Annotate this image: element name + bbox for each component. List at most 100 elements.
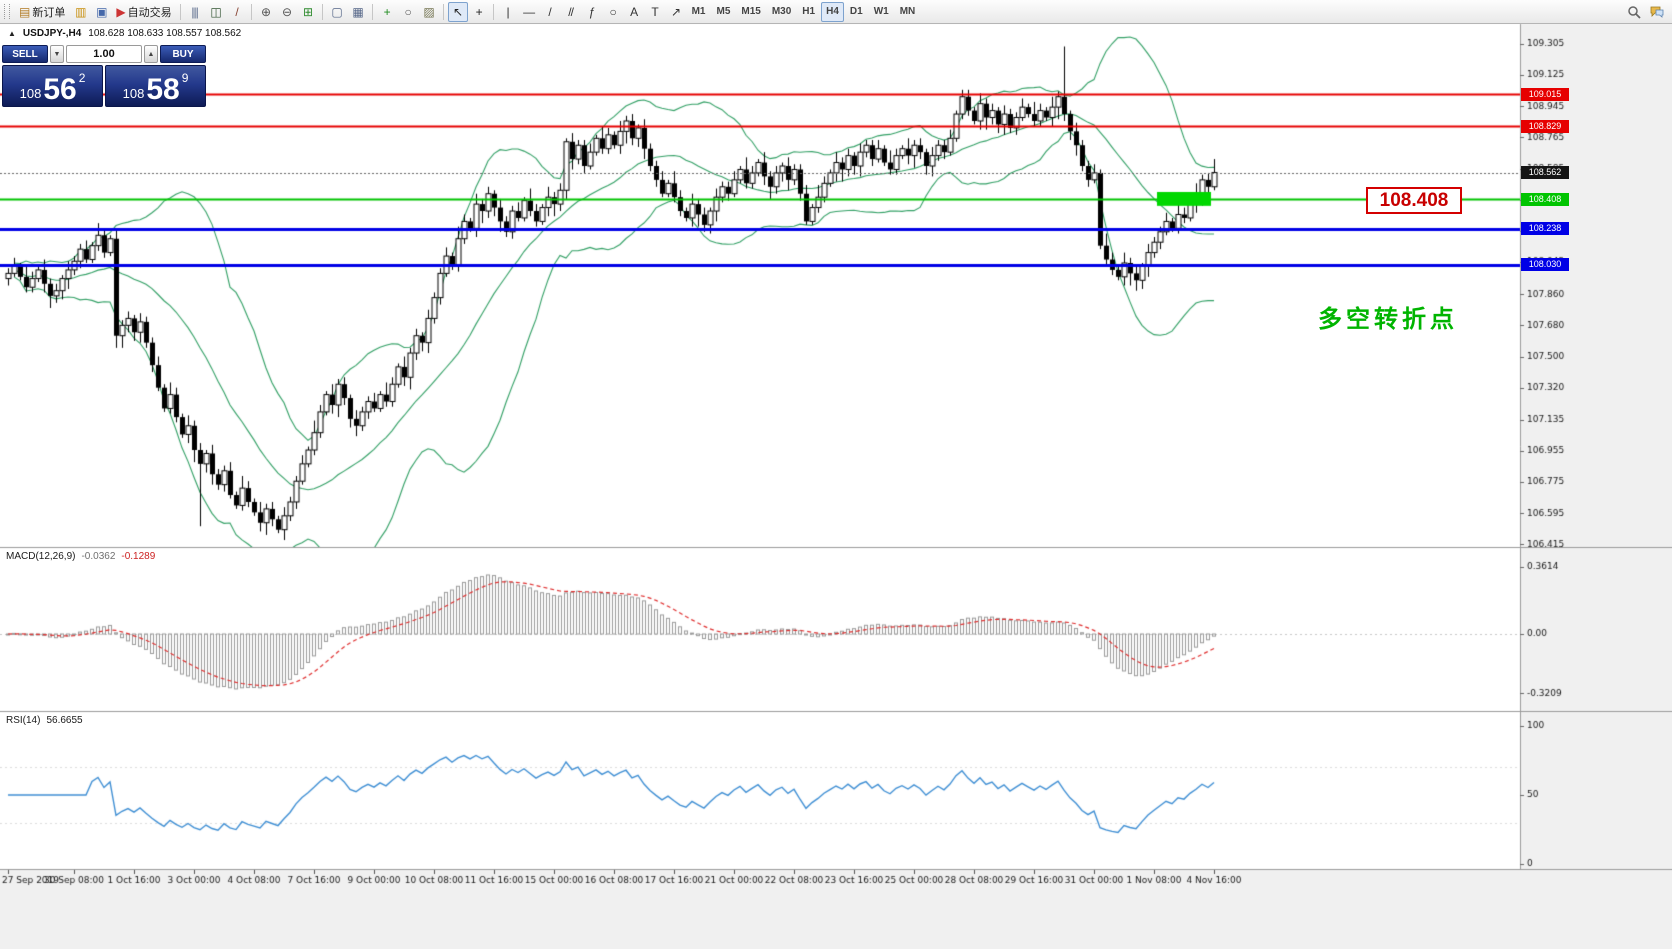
chat-icon: [1650, 6, 1664, 18]
timeframe-d1-button[interactable]: D1: [845, 2, 868, 22]
toolbar-grip[interactable]: [4, 4, 10, 19]
turning-point-annotation: 多空转折点: [1318, 306, 1458, 333]
autotrade-button-label: 自动交易: [127, 6, 172, 19]
arrows-button[interactable]: ↗: [666, 2, 686, 22]
sell-price-panel[interactable]: 108 56 2: [2, 65, 103, 107]
crosshair-button[interactable]: +: [469, 2, 489, 22]
volume-decrease-button[interactable]: ▼: [50, 45, 64, 63]
candlestick-type-icon: ◫: [210, 4, 221, 19]
vertical-line-icon: |: [506, 4, 510, 19]
cascade-windows-button[interactable]: ▢: [327, 2, 347, 22]
fibonacci-icon: ƒ: [588, 4, 596, 19]
new-chart-icon: ▥: [75, 4, 86, 19]
zoom-in-button[interactable]: ⊕: [256, 2, 276, 22]
tile-windows-button[interactable]: ⊞: [298, 2, 318, 22]
arrange-windows-icon: ▦: [352, 4, 363, 19]
rsi-value: 56.6655: [46, 715, 83, 726]
search-icon: [1628, 5, 1641, 19]
toolbar-separator: [321, 3, 323, 20]
triangle-up-icon: ▲: [147, 50, 155, 58]
vertical-line-button[interactable]: |: [498, 2, 518, 22]
chart-info-bar: ▲ USDJPY-,H4 108.628 108.633 108.557 108…: [8, 28, 241, 39]
autotrade-button[interactable]: ▶ 自动交易: [112, 2, 175, 22]
fibonacci-button[interactable]: ƒ: [582, 2, 602, 22]
main-toolbar: ▤ 新订单 ▥ ▣ ▶ 自动交易 ||| ◫ / ⊕ ⊖ ⊞ ▢ ▦ + ○ ▨ ↖ + | — ///ƒ ○ A T ↗ M1 M…: [0, 0, 1672, 24]
rsi-label: RSI(14): [6, 715, 41, 726]
arrow-object-icon: ↗: [671, 4, 681, 19]
horizontal-line-icon: —: [523, 4, 535, 19]
panel-toggle-icon[interactable]: ▲: [8, 29, 16, 38]
cascade-windows-icon: ▢: [331, 4, 342, 19]
chart-profiles-icon: ▣: [96, 4, 107, 19]
toolbar-separator: [371, 3, 373, 20]
crosshair-icon: +: [475, 4, 483, 19]
profiles-button[interactable]: ▣: [91, 2, 111, 22]
autotrade-play-icon: ▶: [116, 4, 125, 19]
text-icon: A: [630, 4, 638, 19]
timeframe-m30-button[interactable]: M30: [767, 2, 796, 22]
macd-signal-value: -0.1289: [121, 551, 156, 562]
sell-price-pips: 56: [43, 73, 77, 106]
zoom-in-icon: ⊕: [261, 4, 271, 19]
buy-price-base: 108: [122, 86, 145, 101]
volume-increase-button[interactable]: ▲: [144, 45, 158, 63]
timeframe-m1-button[interactable]: M1: [687, 2, 711, 22]
arrange-windows-button[interactable]: ▦: [348, 2, 368, 22]
toolbar-separator: [442, 3, 444, 20]
chat-button[interactable]: [1646, 2, 1668, 22]
buy-price-panel[interactable]: 108 58 9: [105, 65, 206, 107]
zoom-out-button[interactable]: ⊖: [277, 2, 297, 22]
sell-button[interactable]: SELL: [2, 45, 48, 63]
bar-chart-type-icon: |||: [191, 4, 198, 19]
new-order-button[interactable]: ▤ 新订单: [15, 2, 69, 22]
templates-button[interactable]: ▨: [419, 2, 439, 22]
sell-price-base: 108: [19, 86, 42, 101]
timeframe-h4-button[interactable]: H4: [821, 1, 844, 22]
macd-main-value: -0.0362: [81, 551, 116, 562]
macd-label: MACD(12,26,9): [6, 551, 76, 562]
sell-price-pipette: 2: [78, 71, 86, 85]
buy-button[interactable]: BUY: [160, 45, 206, 63]
triangle-down-icon: ▼: [53, 50, 61, 58]
add-indicator-icon: +: [383, 4, 391, 19]
timeframe-m15-button[interactable]: M15: [736, 2, 765, 22]
chart-ohlc-values: 108.628 108.633 108.557 108.562: [88, 28, 242, 39]
rsi-panel-title: RSI(14) 56.6655: [6, 715, 83, 726]
toolbar-separator: [250, 3, 252, 20]
timeframe-m5-button[interactable]: M5: [711, 2, 735, 22]
toolbar-separator: [492, 3, 494, 20]
timeframe-w1-button[interactable]: W1: [869, 2, 894, 22]
zoom-out-icon: ⊖: [282, 4, 292, 19]
periods-button[interactable]: ○: [398, 2, 418, 22]
search-button[interactable]: [1623, 2, 1645, 22]
new-order-button-label: 新订单: [32, 6, 66, 19]
chart-bars-button[interactable]: |||: [185, 2, 205, 22]
trendline-button[interactable]: /: [540, 2, 560, 22]
macd-panel-title: MACD(12,26,9) -0.0362 -0.1289: [6, 551, 155, 562]
channel-icon: //: [568, 4, 574, 19]
timeframe-buttons: M1 M5 M15 M30 H1 H4 D1 W1 MN: [687, 1, 921, 22]
timeframe-mn-button[interactable]: MN: [895, 2, 921, 22]
label-button[interactable]: T: [645, 2, 665, 22]
horizontal-line-button[interactable]: —: [519, 2, 539, 22]
timeframe-h1-button[interactable]: H1: [797, 2, 820, 22]
toolbar-items: ▤ 新订单 ▥ ▣ ▶ 自动交易 ||| ◫ / ⊕ ⊖ ⊞ ▢ ▦ + ○ ▨ ↖ + | — ///ƒ ○ A T ↗: [15, 1, 686, 22]
volume-input[interactable]: [66, 45, 142, 63]
cursor-button[interactable]: ↖: [447, 1, 468, 22]
channel-button[interactable]: //: [561, 2, 581, 22]
text-button[interactable]: A: [624, 2, 644, 22]
shapes-button[interactable]: ○: [603, 2, 623, 22]
chart-candles-button[interactable]: ◫: [206, 2, 226, 22]
text-label-icon: T: [651, 4, 658, 19]
trade-prices-row: 108 56 2 108 58 9: [2, 65, 206, 107]
new-chart-button[interactable]: ▥: [70, 2, 90, 22]
clock-icon: ○: [404, 4, 411, 19]
trade-controls-row: SELL ▼ ▲ BUY: [2, 45, 206, 63]
chart-line-button[interactable]: /: [227, 2, 247, 22]
one-click-trading-panel: SELL ▼ ▲ BUY 108 56 2 108 58 9: [2, 45, 206, 107]
buy-price-pips: 58: [146, 73, 180, 106]
buy-price-pipette: 9: [181, 71, 189, 85]
indicators-button[interactable]: +: [377, 2, 397, 22]
template-icon: ▨: [423, 4, 434, 19]
